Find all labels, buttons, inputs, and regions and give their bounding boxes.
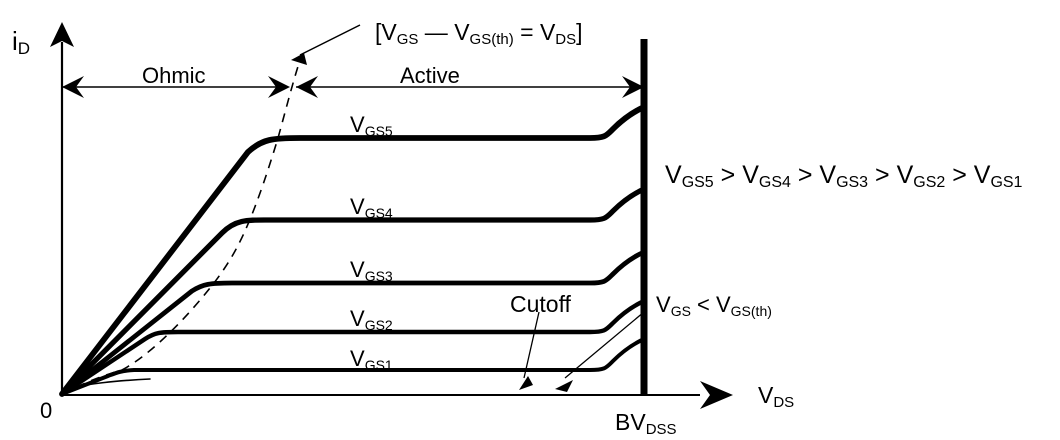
svg-text:Cutoff: Cutoff bbox=[510, 291, 572, 317]
svg-text:0: 0 bbox=[40, 398, 52, 423]
svg-text:Ohmic: Ohmic bbox=[142, 63, 206, 88]
svg-text:Active: Active bbox=[400, 63, 460, 88]
